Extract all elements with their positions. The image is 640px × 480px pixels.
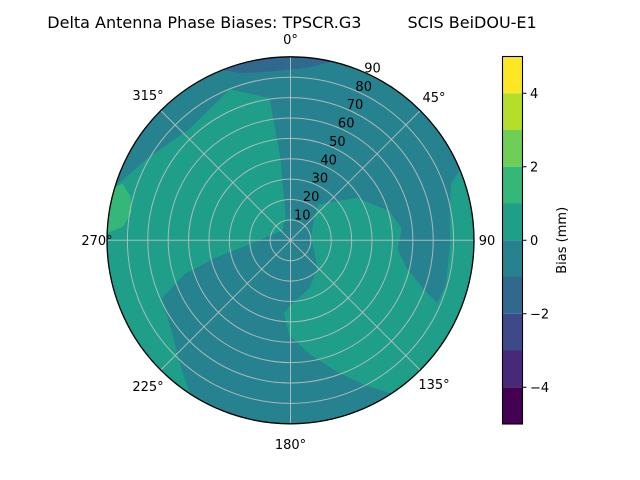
colorbar-tick-neg2: −2 bbox=[530, 307, 549, 322]
colorbar-segment bbox=[502, 240, 523, 277]
azimuth-label-315: 315° bbox=[132, 89, 163, 104]
azimuth-label-270: 270° bbox=[81, 234, 112, 249]
azimuth-label-180: 180° bbox=[275, 438, 306, 453]
radial-label-20: 20 bbox=[303, 190, 320, 205]
plot-title-left: Delta Antenna Phase Biases: TPSCR.G3 bbox=[47, 13, 362, 32]
colorbar-segment bbox=[502, 350, 523, 388]
plot-title: Delta Antenna Phase Biases: TPSCR.G3 SCI… bbox=[47, 13, 536, 32]
colorbar-tick-4: 4 bbox=[530, 87, 538, 102]
polar-grid-spokes bbox=[107, 56, 474, 424]
radial-label-80: 80 bbox=[355, 80, 372, 95]
colorbar-segment bbox=[502, 277, 523, 314]
colorbar-tick-marks bbox=[522, 92, 527, 388]
azimuth-tick-labels: 0° 45° 90 135° 180° 225° 270° 315° bbox=[81, 33, 495, 453]
azimuth-label-90: 90 bbox=[479, 234, 496, 249]
colorbar-segment bbox=[502, 203, 523, 241]
colorbar-segment bbox=[502, 313, 523, 351]
azimuth-label-135: 135° bbox=[418, 378, 449, 393]
polar-axis-border bbox=[106, 56, 475, 425]
colorbar-tick-neg4: −4 bbox=[530, 381, 549, 396]
azimuth-label-0: 0° bbox=[283, 33, 298, 48]
radial-label-40: 40 bbox=[320, 153, 337, 168]
colorbar-segment bbox=[502, 56, 523, 94]
colorbar-segment bbox=[502, 130, 523, 167]
plot-title-right: SCIS BeiDOU-E1 bbox=[407, 13, 537, 32]
colorbar-tick-0: 0 bbox=[530, 234, 538, 249]
colorbar-segment bbox=[502, 387, 523, 424]
azimuth-label-225: 225° bbox=[132, 380, 163, 395]
colorbar-segment bbox=[502, 166, 523, 204]
colorbar-axis-label: Bias (mm) bbox=[555, 207, 570, 274]
radial-label-30: 30 bbox=[312, 172, 329, 187]
radial-label-10: 10 bbox=[294, 209, 311, 224]
colorbar-tick-labels: 4 2 0 −2 −4 bbox=[530, 87, 549, 396]
radial-label-60: 60 bbox=[338, 117, 355, 132]
radial-tick-labels: 10 20 30 40 50 60 70 80 90 bbox=[294, 61, 381, 223]
azimuth-label-45: 45° bbox=[422, 91, 445, 106]
radial-label-70: 70 bbox=[347, 98, 364, 113]
colorbar-tick-2: 2 bbox=[530, 160, 538, 175]
colorbar-segment bbox=[502, 93, 523, 130]
radial-label-90: 90 bbox=[364, 61, 381, 76]
colorbar: 4 2 0 −2 −4 Bias (mm) bbox=[501, 55, 570, 425]
radial-label-50: 50 bbox=[329, 135, 346, 150]
